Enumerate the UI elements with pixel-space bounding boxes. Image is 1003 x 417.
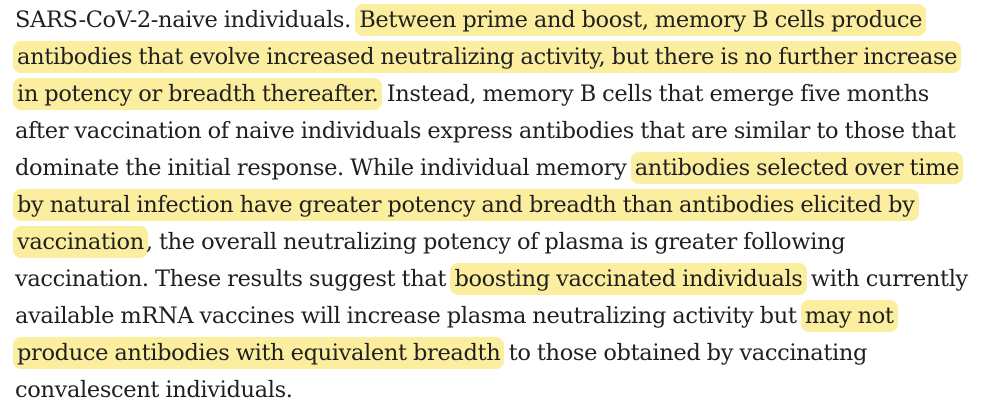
text-line: convalescent individuals. <box>15 372 1000 409</box>
highlighted-text: antibodies that evolve increased neutral… <box>13 41 962 73</box>
paragraph-text: , the overall neutralizing potency of pl… <box>145 229 846 255</box>
text-line: in potency or breadth thereafter. Instea… <box>13 76 1000 113</box>
text-line: vaccination, the overall neutralizing po… <box>13 224 1000 261</box>
paragraph-text: convalescent individuals. <box>15 377 293 403</box>
highlighted-text: by natural infection have greater potenc… <box>13 189 919 221</box>
text-line: dominate the initial response. While ind… <box>15 150 1000 187</box>
paragraph-text: Instead, memory B cells that emerge five… <box>380 81 930 107</box>
text-line: by natural infection have greater potenc… <box>13 187 1000 224</box>
paragraph-text: SARS-CoV-2-naive individuals. <box>15 7 358 33</box>
paragraph-text: available mRNA vaccines will increase pl… <box>15 303 803 329</box>
paragraph-text: vaccination. These results suggest that <box>15 266 453 292</box>
paragraph-text: to those obtained by vaccinating <box>502 340 868 366</box>
highlighted-text: produce antibodies with equivalent bread… <box>13 337 505 369</box>
text-line: produce antibodies with equivalent bread… <box>13 335 1000 372</box>
text-line: vaccination. These results suggest that … <box>15 261 1000 298</box>
text-line: SARS-CoV-2-naive individuals. Between pr… <box>15 2 1000 39</box>
highlighted-text: boosting vaccinated individuals <box>450 263 807 295</box>
text-line: antibodies that evolve increased neutral… <box>13 39 1000 76</box>
paragraph-text: dominate the initial response. While ind… <box>15 155 633 181</box>
highlighted-text: may not <box>800 300 898 332</box>
document-paragraph: SARS-CoV-2-naive individuals. Between pr… <box>13 2 1000 409</box>
paragraph-text: with currently <box>804 266 968 292</box>
highlighted-text: Between prime and boost, memory B cells … <box>355 4 927 36</box>
text-line: after vaccination of naive individuals e… <box>15 113 1000 150</box>
highlighted-text: vaccination <box>13 226 148 258</box>
text-line: available mRNA vaccines will increase pl… <box>15 298 1000 335</box>
paragraph-text: after vaccination of naive individuals e… <box>15 118 956 144</box>
highlighted-text: in potency or breadth thereafter. <box>13 78 383 110</box>
highlighted-text: antibodies selected over time <box>630 152 964 184</box>
